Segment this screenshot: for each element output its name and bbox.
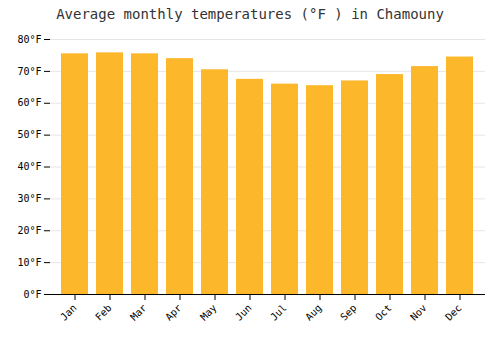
svg-text:10°F: 10°F [17, 257, 41, 268]
svg-text:Mar: Mar [128, 302, 149, 323]
svg-text:50°F: 50°F [17, 129, 41, 140]
svg-text:Sep: Sep [338, 302, 359, 323]
svg-text:70°F: 70°F [17, 66, 41, 77]
svg-text:Jul: Jul [268, 302, 289, 323]
svg-text:40°F: 40°F [17, 161, 41, 172]
svg-text:0°F: 0°F [23, 289, 41, 300]
svg-text:May: May [198, 302, 219, 323]
svg-text:Jun: Jun [233, 302, 254, 323]
svg-text:Feb: Feb [93, 302, 114, 323]
svg-text:60°F: 60°F [17, 97, 41, 108]
svg-text:Oct: Oct [373, 302, 394, 323]
svg-text:Dec: Dec [443, 302, 464, 323]
svg-text:Apr: Apr [163, 302, 184, 323]
svg-text:30°F: 30°F [17, 193, 41, 204]
html-text:Average monthly temperatures (: Average monthly temperatures (°F ) in Ch… [56, 6, 444, 22]
svg-text:80°F: 80°F [17, 34, 41, 45]
svg-text:Nov: Nov [408, 302, 429, 323]
svg-text:20°F: 20°F [17, 225, 41, 236]
svg-text:Aug: Aug [303, 302, 324, 323]
svg-text:Jan: Jan [58, 302, 79, 323]
